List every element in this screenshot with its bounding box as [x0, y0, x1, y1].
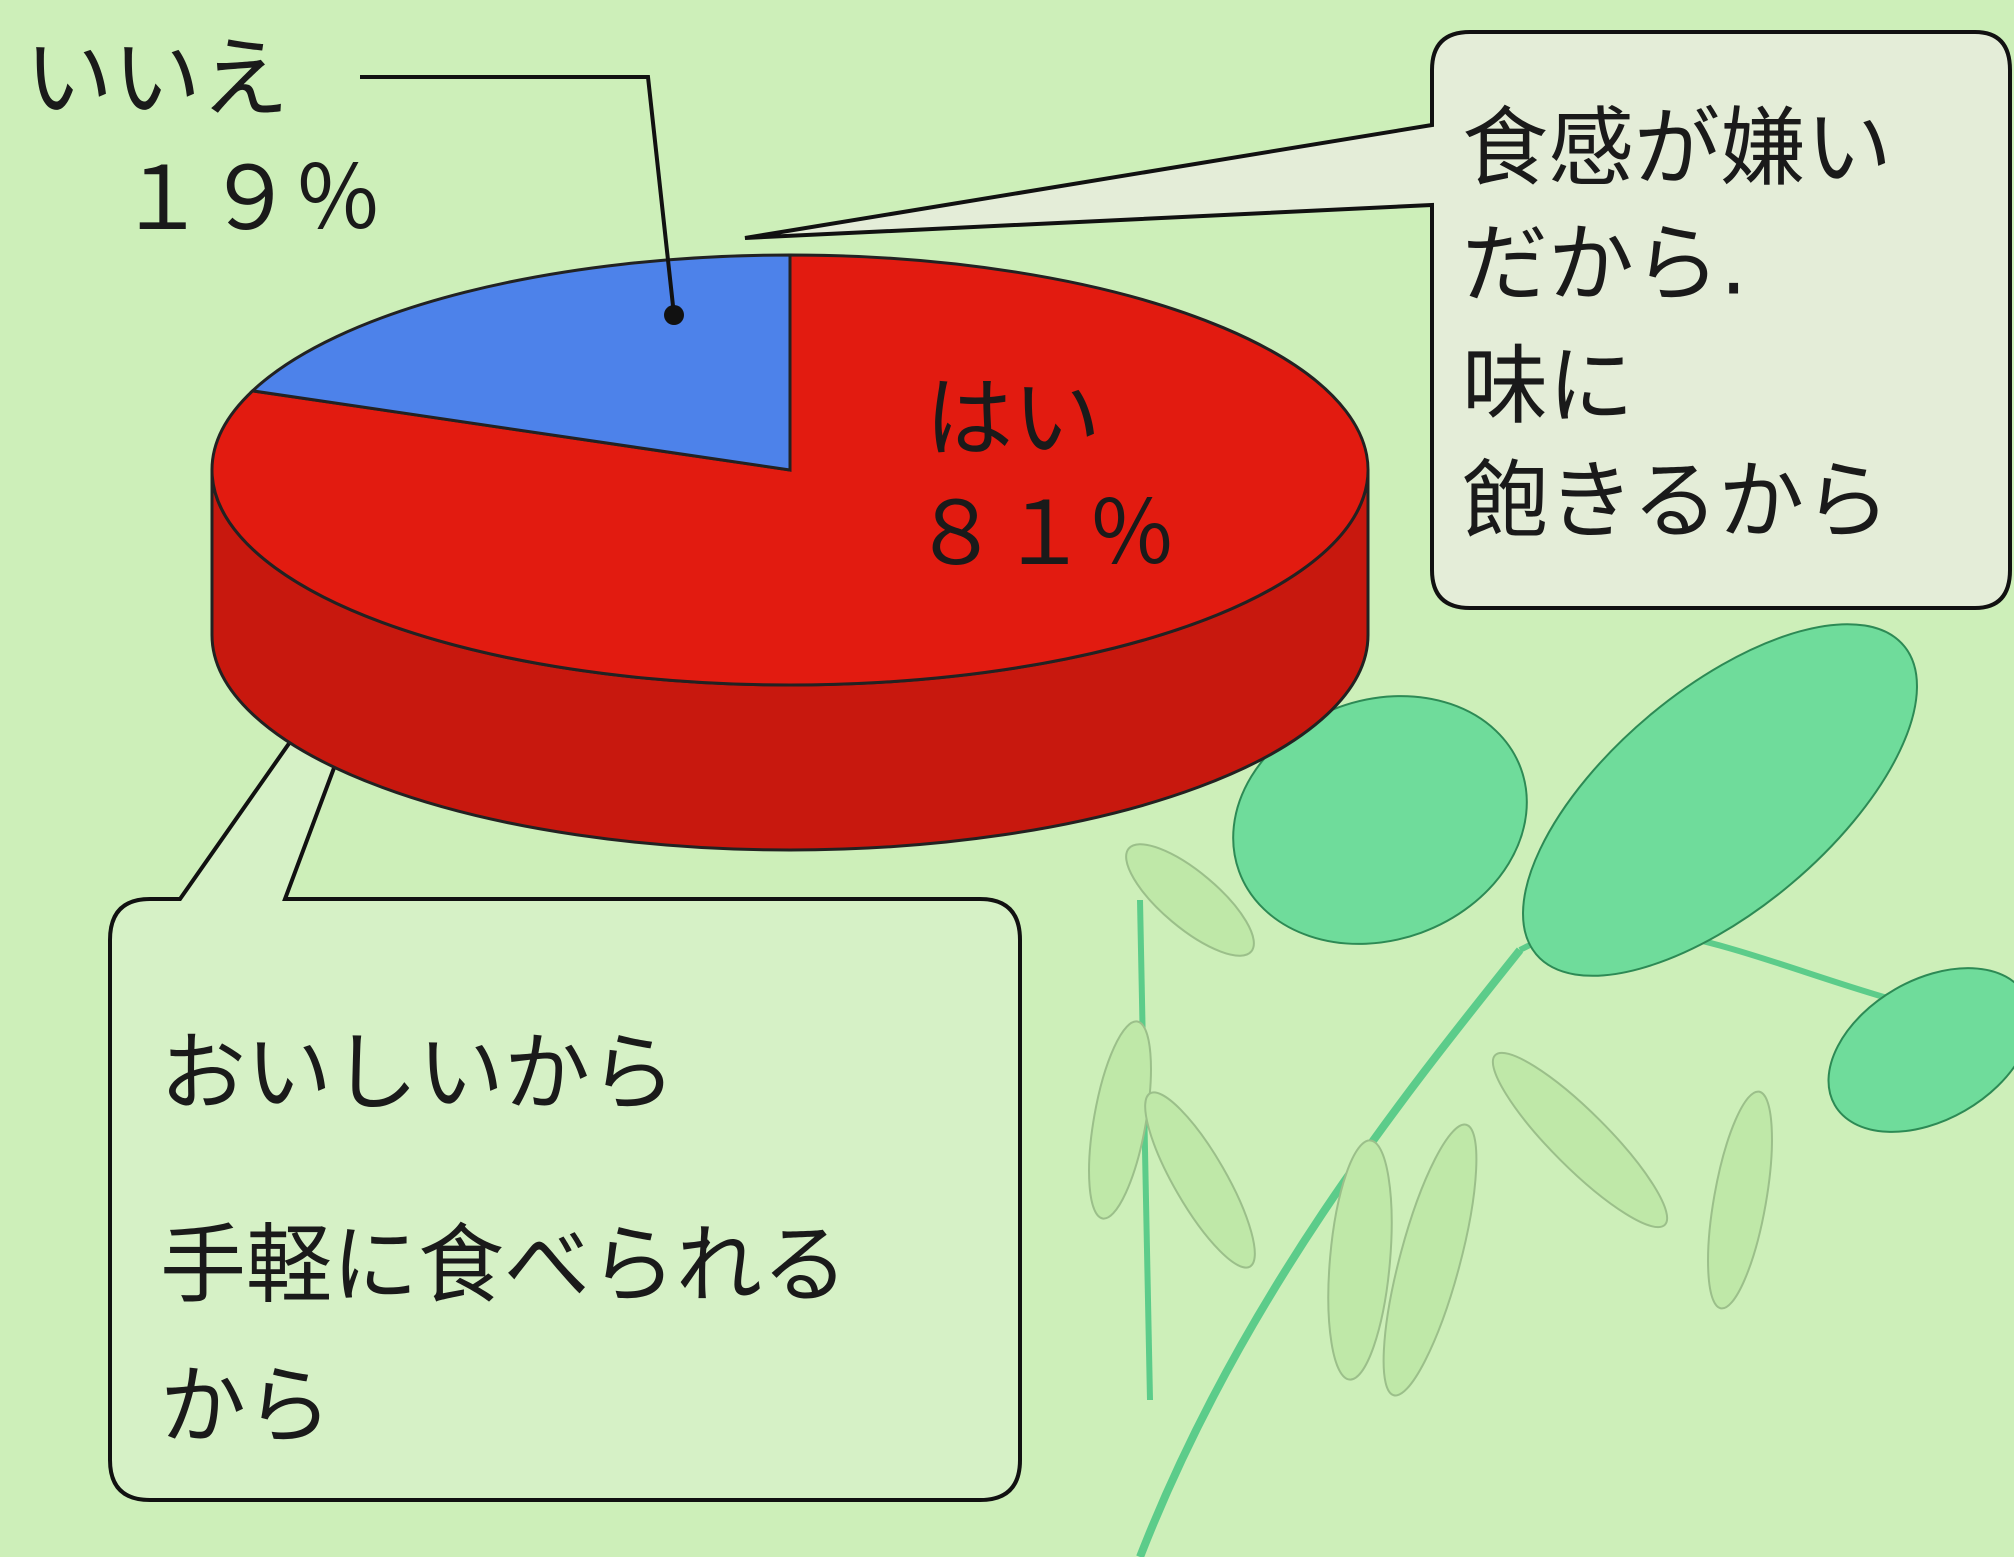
callout-text: 手軽に食べられる [160, 1215, 848, 1315]
category-label: いいえ [25, 27, 289, 130]
value-label: １９％ [118, 147, 382, 250]
soybean-plant [1088, 623, 2014, 1557]
callout-text: 飽きるから [1462, 451, 1890, 551]
pie [210, 253, 1370, 852]
leader-dot [664, 305, 684, 325]
value-label: ８１％ [912, 482, 1176, 585]
callout-text: だから. [1462, 214, 1747, 314]
callout-left [108, 576, 1022, 1502]
callout-text: 食感が嫌い [1462, 98, 1892, 198]
callout-text: おいしいから [160, 1023, 676, 1123]
category-label: はい [925, 367, 1101, 470]
leader-line [360, 75, 676, 316]
pie-slice [210, 253, 1370, 687]
pie-slice [249, 253, 792, 472]
callout-text: 味に [1462, 336, 1634, 436]
callout-text: から [160, 1356, 332, 1456]
callout-right [744, 30, 2012, 610]
